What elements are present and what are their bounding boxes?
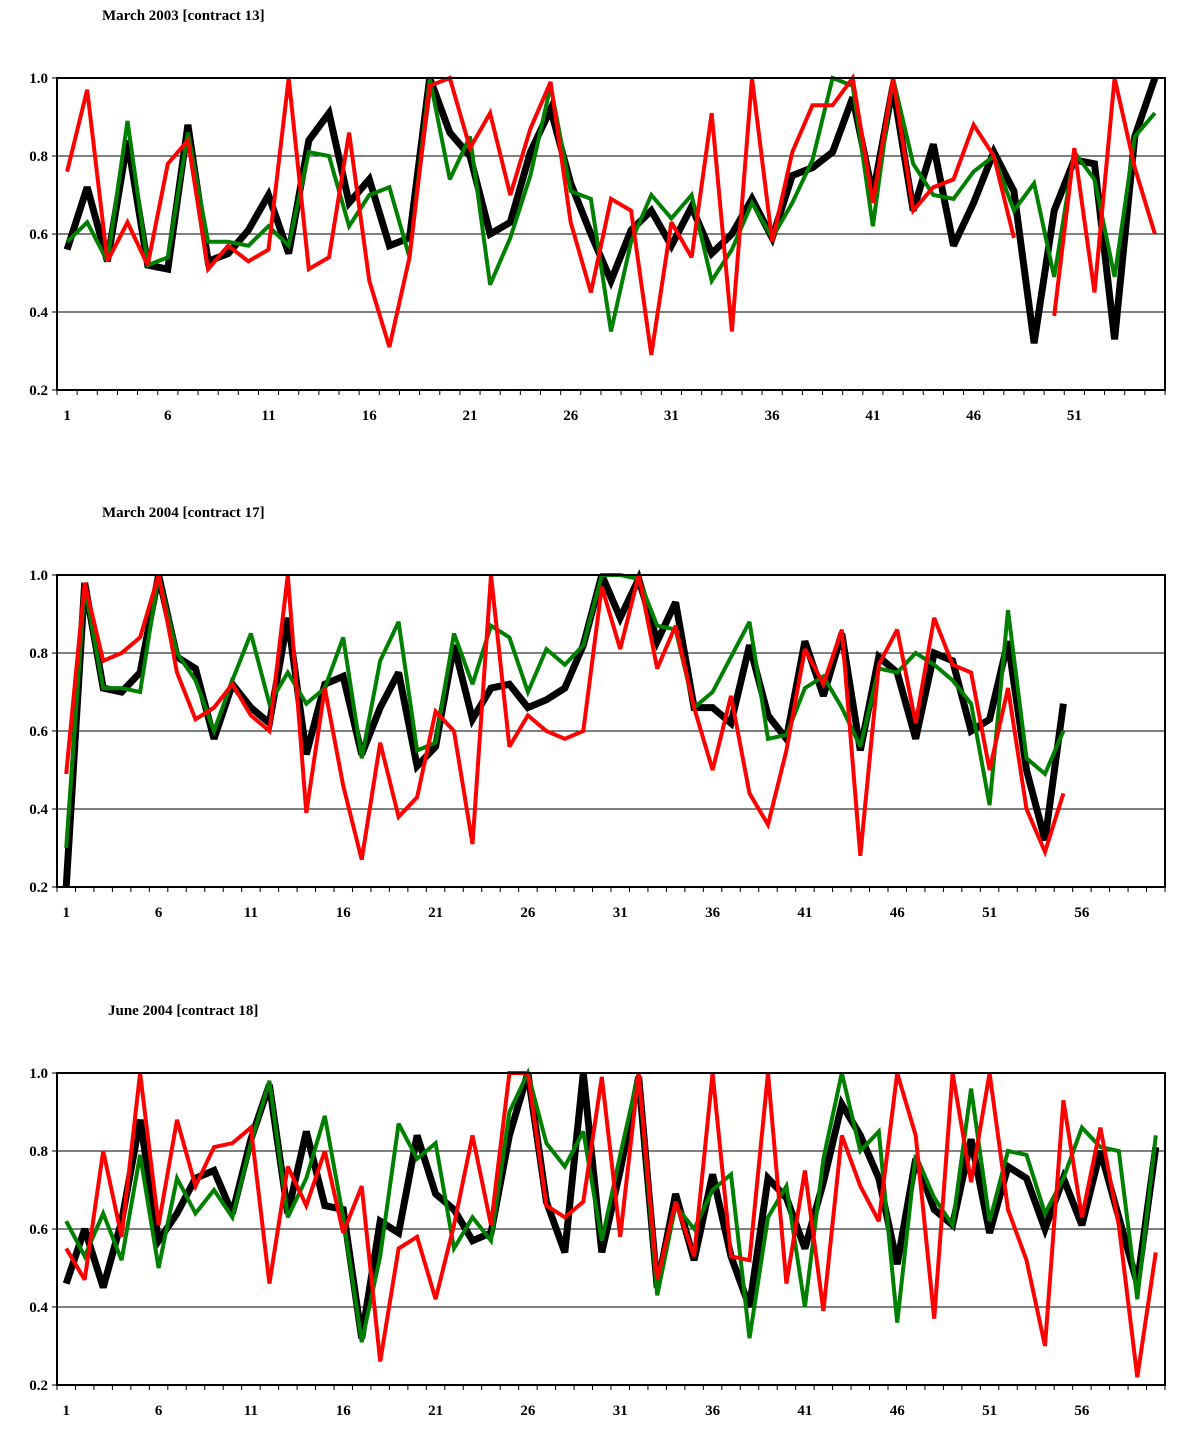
x-tick-label: 16	[336, 905, 352, 921]
chart-title: March 2004 [contract 17]	[102, 505, 265, 521]
chart-title: March 2003 [contract 13]	[102, 8, 265, 24]
x-tick-label: 41	[797, 1403, 812, 1419]
chart-panel-2: March 2004 [contract 17] 0.2 0.4 0.6 0.8 1.0…	[0, 497, 1179, 937]
x-tick-label: 6	[164, 408, 172, 424]
y-tick-label: 0.6	[29, 1222, 48, 1238]
x-tick-label: 56	[1074, 1403, 1090, 1419]
x-tick-label: 6	[155, 905, 163, 921]
x-tick-label: 46	[890, 905, 906, 921]
y-tick-label: 0.8	[29, 149, 48, 165]
series-line-3	[65, 72, 1157, 356]
series-line-1	[63, 76, 1159, 344]
x-tick-label: 36	[705, 1403, 721, 1419]
x-tick-label: 46	[966, 408, 982, 424]
y-tick-label: 1.0	[29, 568, 48, 584]
x-tick-label: 21	[428, 905, 443, 921]
x-tick-label: 1	[62, 905, 70, 921]
x-tick-label: 11	[261, 408, 275, 424]
x-tick-label: 11	[244, 905, 258, 921]
y-tick-label: 0.2	[29, 880, 48, 896]
x-tick-label: 21	[462, 408, 477, 424]
x-tick-label: 16	[336, 1403, 352, 1419]
chart-title: June 2004 [contract 18]	[108, 1003, 259, 1019]
x-tick-label: 1	[63, 408, 71, 424]
x-tick-label: 31	[664, 408, 679, 424]
x-tick-label: 36	[765, 408, 781, 424]
y-tick-label: 0.8	[29, 646, 48, 662]
series-line-3	[64, 574, 1066, 861]
series-line-2	[65, 75, 1157, 332]
y-tick-label: 0.8	[29, 1144, 48, 1160]
y-tick-label: 0.6	[29, 724, 48, 740]
x-tick-label: 1	[62, 1403, 70, 1419]
x-tick-label: 51	[982, 1403, 997, 1419]
plot-frame	[56, 574, 1166, 888]
x-tick-label: 41	[797, 905, 812, 921]
y-tick-label: 1.0	[29, 1066, 48, 1082]
plot-frame	[56, 77, 1166, 391]
x-tick-label: 51	[982, 905, 997, 921]
x-tick-label: 36	[705, 905, 721, 921]
x-tick-label: 26	[520, 1403, 536, 1419]
x-tick-label: 31	[613, 1403, 628, 1419]
x-tick-label: 31	[613, 905, 628, 921]
plot-frame	[56, 1072, 1166, 1386]
chart-svg: 0.20.40.60.81.01 6 11 16 21 26 31 36 41 46 51	[29, 71, 1166, 424]
x-tick-label: 6	[155, 1403, 163, 1419]
y-tick-label: 0.6	[29, 227, 48, 243]
y-tick-label: 0.4	[29, 305, 48, 321]
chart-svg: 0.20.40.60.81.01 6 11 16 21 26 31 36 41 46 51 56	[29, 1066, 1166, 1419]
x-tick-label: 16	[362, 408, 378, 424]
chart-svg: 0.20.40.60.81.01 6 11 16 21 26 31 36 41 46 51 56	[29, 568, 1166, 921]
x-tick-label: 56	[1074, 905, 1090, 921]
x-tick-label: 26	[520, 905, 536, 921]
y-tick-label: 0.4	[29, 802, 48, 818]
x-tick-label: 41	[865, 408, 880, 424]
chart-panel-3: June 2004 [contract 18] 0.2 0.4 0.6 0.8 1.0 1…	[0, 995, 1179, 1435]
y-tick-label: 1.0	[29, 71, 48, 87]
series-line-2	[64, 573, 1066, 849]
x-tick-label: 26	[563, 408, 579, 424]
series-line-2	[64, 1067, 1158, 1343]
y-tick-label: 0.4	[29, 1300, 48, 1316]
x-tick-label: 46	[890, 1403, 906, 1419]
x-tick-label: 51	[1067, 408, 1082, 424]
x-tick-label: 21	[428, 1403, 443, 1419]
y-tick-label: 0.2	[29, 1378, 48, 1394]
series-line-3	[64, 1071, 1158, 1378]
chart-panel-1: March 2003 [contract 13] 0.2 0.4 0.6 0.8 1.0…	[0, 0, 1179, 440]
x-tick-label: 11	[244, 1403, 258, 1419]
y-tick-label: 0.2	[29, 383, 48, 399]
